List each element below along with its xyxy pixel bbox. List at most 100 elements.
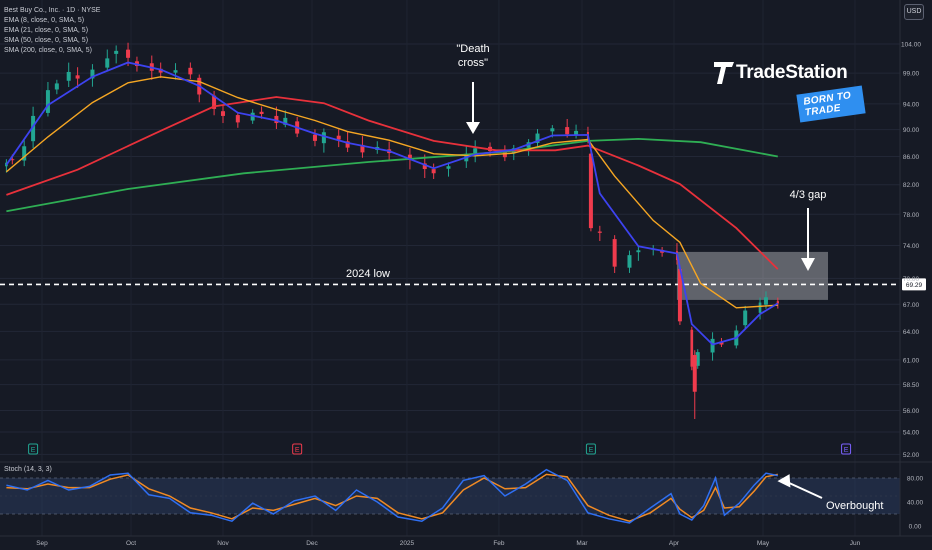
legend-symbol[interactable]: Best Buy Co., Inc. · 1D · NYSE: [4, 7, 101, 14]
candle-body: [446, 166, 451, 169]
x-tick-label: Oct: [126, 540, 136, 547]
indicator-legend: Best Buy Co., Inc. · 1D · NYSE EMA (8, c…: [4, 6, 100, 56]
logo-title: TradeStation: [736, 62, 848, 83]
y-tick-label: 70.00: [903, 276, 920, 283]
candle-body: [597, 231, 602, 233]
candle-body: [54, 83, 59, 90]
candle-body: [636, 250, 641, 253]
currency-button[interactable]: USD: [904, 4, 924, 20]
candle-body: [45, 90, 50, 113]
candle-body: [627, 255, 632, 268]
grid: [0, 0, 900, 536]
y-tick-label: 74.00: [903, 243, 920, 250]
overbought-arrow: [786, 481, 823, 499]
x-tick-label: Mar: [576, 540, 588, 547]
candle-body: [565, 127, 570, 135]
moving-averages: [5, 61, 779, 346]
stoch-tick-label: 0.00: [909, 524, 922, 531]
candle-body: [612, 239, 617, 267]
legend-sma200[interactable]: SMA (200, close, 0, SMA, 5): [4, 47, 92, 54]
y-tick-label: 82.00: [903, 182, 920, 189]
sma50-line: [6, 96, 779, 270]
candle-body: [312, 134, 317, 141]
gap-arrowhead: [801, 258, 815, 271]
earnings-marker-box: [292, 443, 303, 455]
earnings-marker-label: E: [844, 447, 849, 454]
y-tick-label: 104.00: [901, 42, 921, 49]
annotations: "Death cross" 2024 low 4/3 gap Overbought: [346, 43, 884, 512]
x-tick-label: May: [757, 540, 770, 547]
candle-body: [188, 67, 193, 75]
x-tick-label: Apr: [669, 540, 680, 547]
candle-body: [574, 130, 579, 136]
tradestation-logo: TradeStation BORN TO TRADE: [714, 60, 866, 123]
candle-body: [173, 70, 178, 73]
death-cross-arrowhead: [466, 122, 480, 134]
logo-tagline: BORN TO TRADE: [796, 85, 866, 123]
ema8-line: [5, 61, 779, 346]
stoch-tick-label: 40.00: [907, 500, 924, 507]
candlesticks: [5, 42, 779, 419]
candle-body: [743, 310, 748, 326]
candle-body: [75, 75, 80, 79]
candle-body: [158, 68, 163, 73]
y-tick-label: 64.00: [903, 329, 920, 336]
candle-body: [336, 135, 341, 140]
stochastic-panel: [0, 468, 900, 524]
last-price-label: 69.29: [906, 282, 923, 289]
candle-body: [776, 301, 779, 304]
x-tick-label: Nov: [217, 540, 229, 547]
candle-body: [473, 148, 478, 154]
stoch-legend[interactable]: Stoch (14, 3, 3): [4, 466, 52, 473]
candle-body: [360, 144, 365, 153]
candle-body: [22, 146, 27, 161]
candle-body: [114, 50, 119, 54]
earnings-marker-label: E: [295, 447, 300, 454]
candle-body: [274, 115, 279, 124]
earnings-marker-box: [585, 443, 596, 455]
candle-body: [212, 95, 217, 109]
stoch-k-line: [6, 468, 778, 524]
x-tick-label: Jun: [850, 540, 861, 547]
legend-ema8[interactable]: EMA (8, close, 0, SMA, 5): [4, 17, 85, 24]
y-tick-label: 99.00: [903, 71, 920, 78]
legend-sma50[interactable]: SMA (50, close, 0, SMA, 5): [4, 37, 89, 44]
y-tick-label: 61.00: [903, 357, 920, 364]
ema21-line: [5, 76, 778, 309]
candle-body: [250, 112, 255, 121]
x-tick-label: Sep: [36, 540, 48, 547]
candle-body: [90, 69, 95, 79]
candle-body: [321, 132, 326, 144]
candle-body: [550, 128, 555, 132]
stoch-tick-label: 80.00: [907, 476, 924, 483]
death-cross-label: "Death: [456, 43, 489, 55]
candle-body: [10, 159, 15, 161]
candle-body: [31, 115, 36, 142]
death-cross-label: cross": [458, 57, 488, 69]
candle-body: [677, 269, 682, 322]
overbought-arrowhead: [777, 474, 791, 488]
sma200-line: [6, 137, 778, 213]
candle-body: [105, 58, 110, 68]
candle-body: [710, 338, 715, 353]
candle-body: [66, 71, 71, 81]
y-tick-label: 67.00: [903, 302, 920, 309]
low-2024-label: 2024 low: [346, 268, 390, 280]
candle-body: [235, 115, 240, 123]
earnings-marker-label: E: [589, 447, 594, 454]
last-price-tag: [902, 278, 926, 291]
candle-body: [283, 117, 288, 125]
y-tick-label: 56.00: [903, 408, 920, 415]
legend-ema21[interactable]: EMA (21, close, 0, SMA, 5): [4, 27, 89, 34]
candle-body: [588, 153, 593, 229]
y-tick-label: 52.00: [903, 452, 920, 459]
candle-body: [126, 49, 131, 58]
earnings-marker-box: [841, 443, 852, 455]
x-tick-label: Feb: [493, 540, 505, 547]
x-tick-label: Dec: [306, 540, 318, 547]
